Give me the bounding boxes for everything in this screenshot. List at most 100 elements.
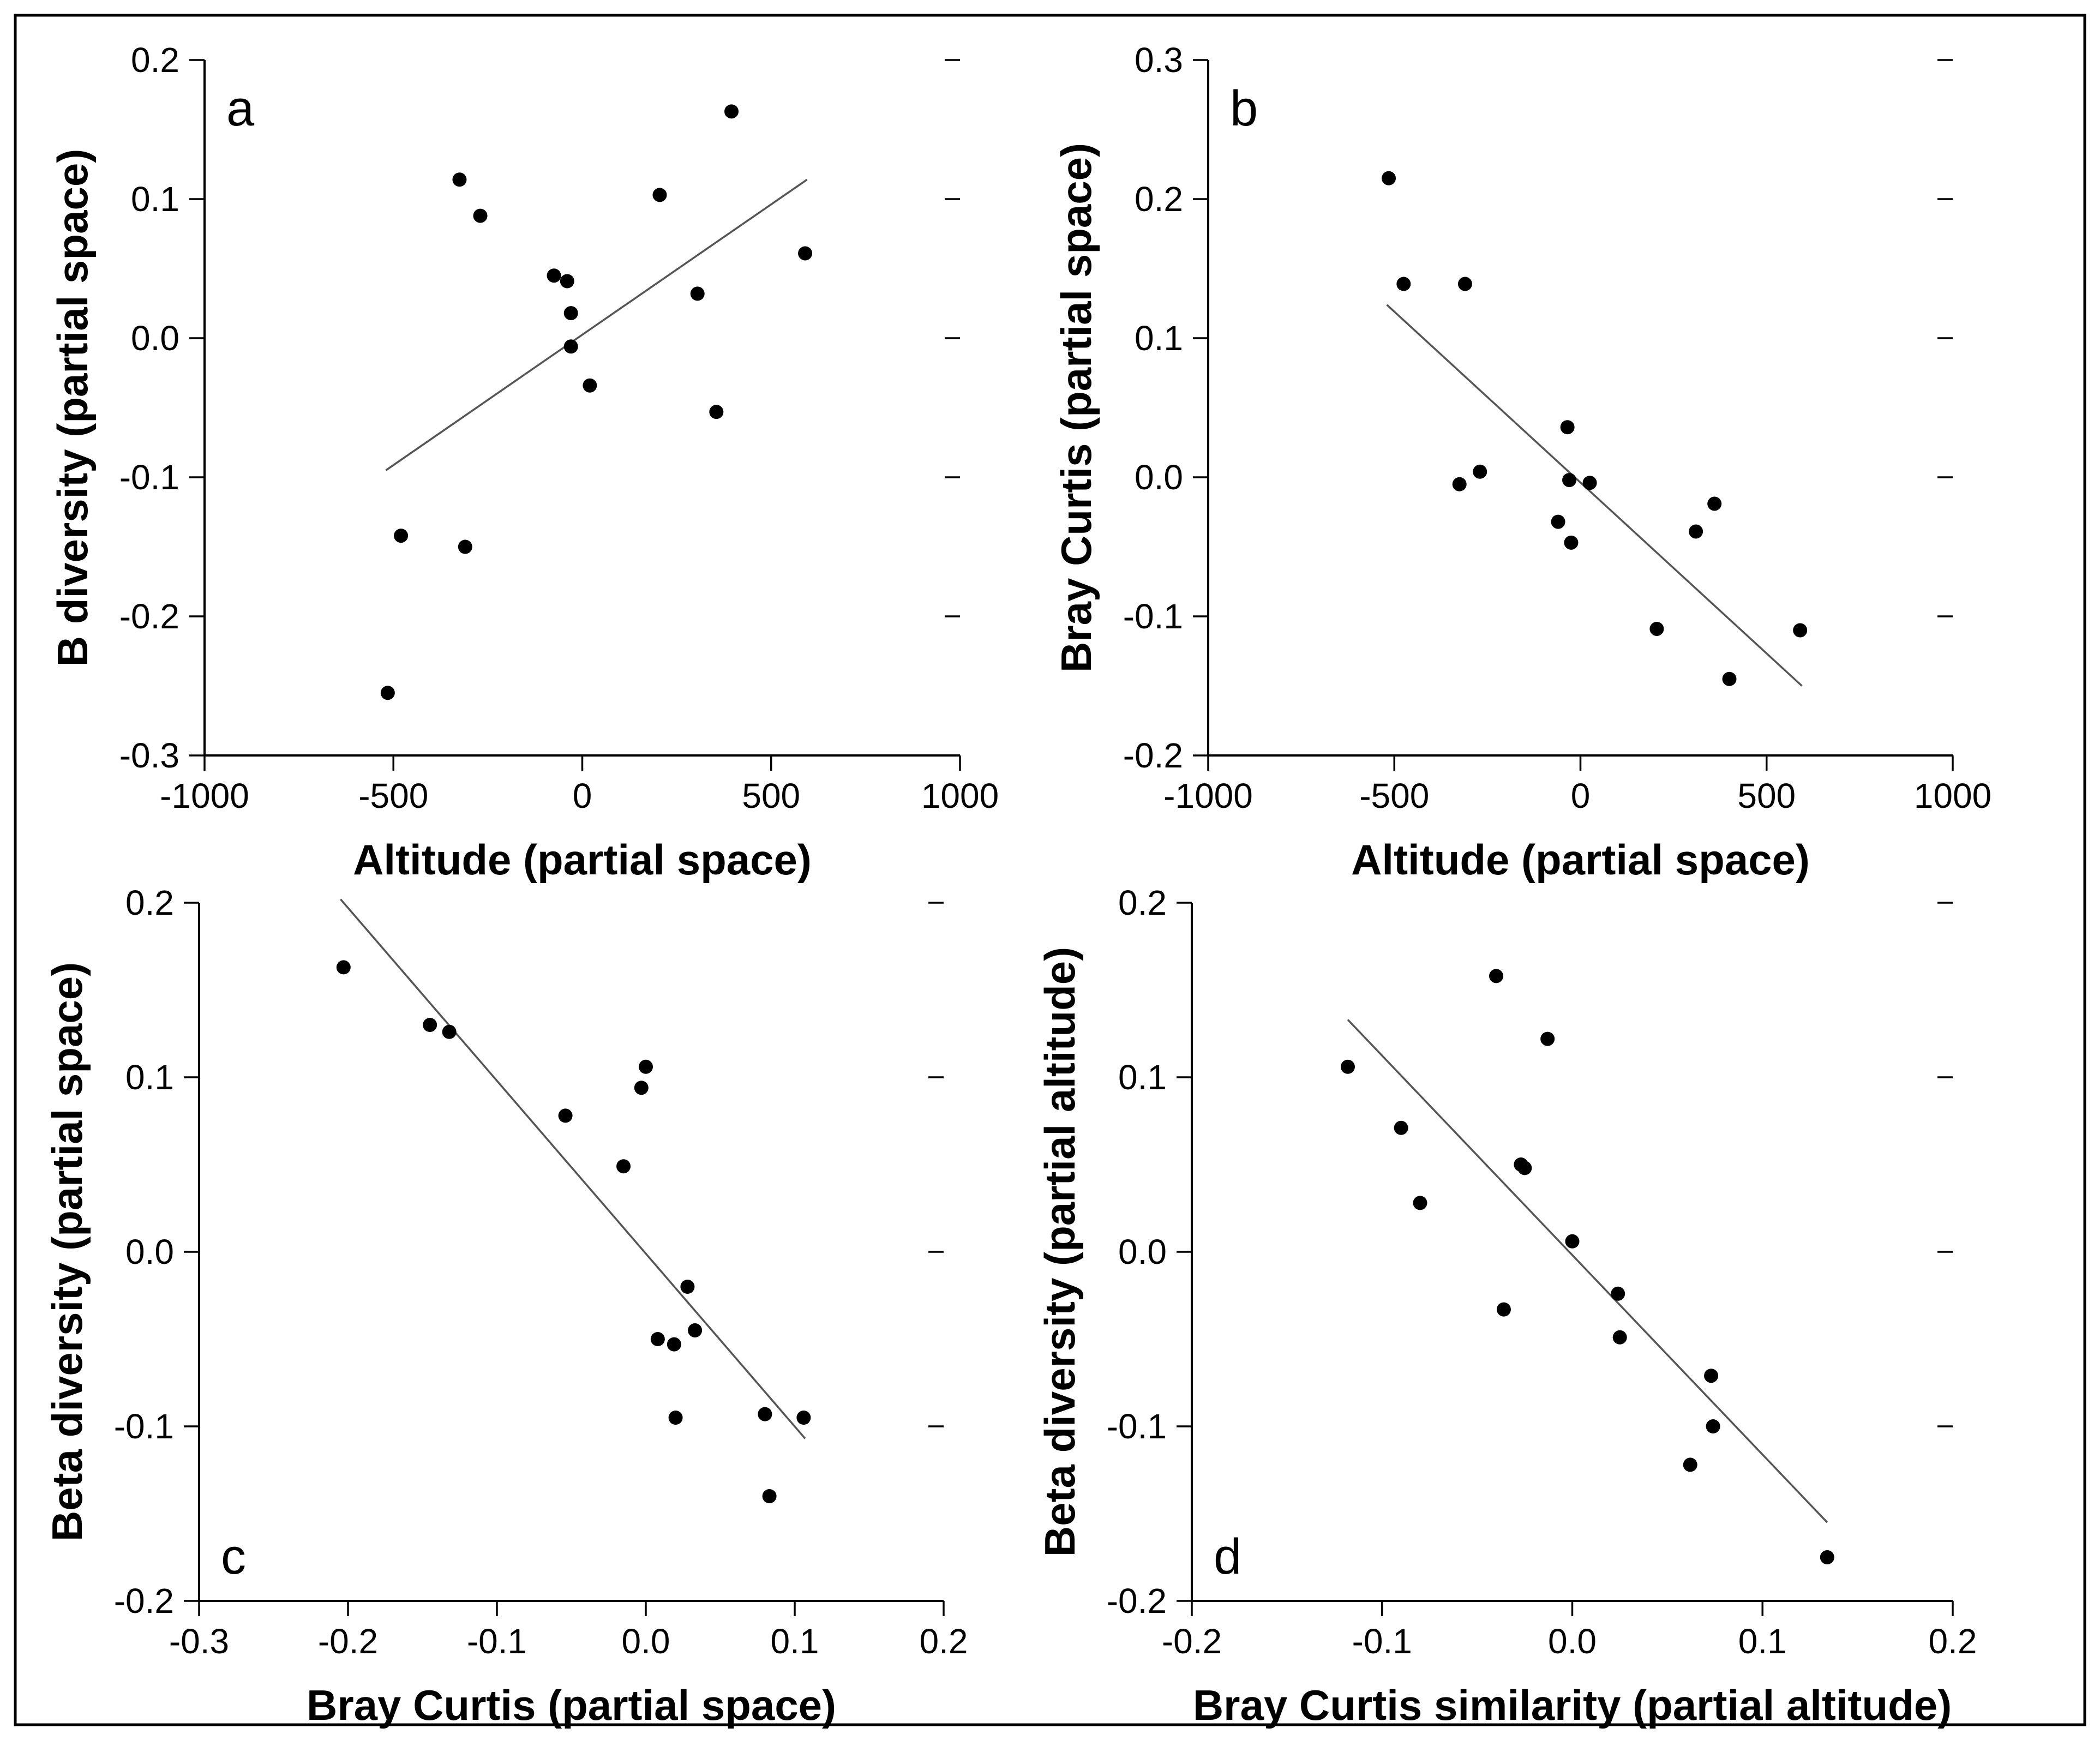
panel-d: -0.2 -0.1 0.0 0.1 0.2 -0.2 -0.1 0.0 0.1 0.2 d Bray …: [1036, 883, 1977, 1729]
panel-b: -0.2 -0.1 0.0 0.1 0.2 0.3 -1000 -500 0 500 1000 b Al…: [1052, 40, 1991, 884]
y-tick-label: -0.2: [114, 1581, 174, 1621]
panel-letter: a: [226, 81, 255, 136]
x-tick-label: 0.1: [1738, 1622, 1787, 1661]
x-tick-label: 0.0: [1548, 1622, 1597, 1661]
x-tick-label: 500: [742, 776, 800, 815]
data-point: [558, 1108, 573, 1123]
data-point: [560, 274, 574, 289]
data-point: [563, 306, 578, 321]
y-tick-label: 0.2: [1135, 179, 1183, 219]
data-point: [583, 378, 597, 393]
x-tick-label: 0.2: [920, 1622, 968, 1661]
data-point: [380, 686, 395, 700]
data-point: [1565, 1234, 1580, 1249]
data-point: [1452, 477, 1467, 491]
data-point: [668, 1411, 683, 1425]
y-axis-title: Beta diversity (partial altitude): [1036, 947, 1084, 1557]
y-tick-label: 0.1: [125, 1058, 174, 1097]
data-point: [1793, 623, 1808, 638]
data-point: [639, 1059, 653, 1074]
data-point: [336, 960, 351, 975]
data-point: [1496, 1302, 1511, 1317]
data-point: [634, 1081, 649, 1095]
x-tick-label: -0.3: [169, 1622, 229, 1661]
data-point: [1413, 1196, 1427, 1210]
regression-line: [385, 178, 808, 471]
x-tick-label: -1000: [1163, 776, 1253, 815]
y-tick-label: 0.0: [131, 319, 179, 358]
x-tick-label: -500: [1359, 776, 1429, 815]
y-tick-label: -0.2: [119, 597, 179, 636]
data-point: [1564, 535, 1579, 550]
data-point: [1683, 1457, 1697, 1472]
data-point: [652, 188, 667, 202]
data-point: [762, 1489, 777, 1503]
x-tick-label: -0.1: [1352, 1622, 1412, 1661]
x-axis-title: Bray Curtis similarity (partial altitude…: [1193, 1681, 1952, 1729]
data-point: [690, 286, 705, 301]
x-tick-label: 1000: [921, 776, 999, 815]
data-point: [1611, 1286, 1625, 1301]
data-point: [796, 1411, 811, 1425]
data-point: [1473, 464, 1487, 479]
data-point: [1340, 1059, 1355, 1074]
data-point: [547, 268, 561, 283]
y-tick-label: 0.1: [1118, 1058, 1167, 1097]
figure-border: [14, 14, 2086, 1726]
data-point: [1489, 969, 1503, 983]
data-point: [724, 104, 739, 119]
y-axis-title: Beta diversity (partial space): [43, 962, 91, 1541]
data-point: [458, 539, 472, 554]
y-tick-label: -0.3: [119, 736, 179, 775]
panel-letter: b: [1230, 81, 1258, 136]
regression-line: [1386, 304, 1803, 687]
y-tick-label: 0.1: [1135, 319, 1183, 358]
x-tick-label: -0.2: [318, 1622, 378, 1661]
y-tick-label: 0.2: [1118, 883, 1167, 922]
data-point: [1396, 277, 1411, 291]
data-point: [1820, 1550, 1834, 1564]
y-tick-label: -0.1: [114, 1407, 174, 1446]
data-point: [452, 172, 467, 187]
data-point: [667, 1337, 681, 1352]
data-point: [563, 339, 578, 354]
y-tick-label: 0.3: [1135, 40, 1183, 80]
x-tick-label: 0.0: [622, 1622, 670, 1661]
x-tick-label: -0.2: [1162, 1622, 1222, 1661]
y-tick-label: -0.1: [1107, 1407, 1167, 1446]
data-point: [1551, 514, 1565, 529]
x-tick-label: -1000: [160, 776, 249, 815]
data-point: [423, 1018, 437, 1032]
data-point: [616, 1159, 631, 1174]
x-axis-title: Altitude (partial space): [1351, 836, 1810, 884]
data-point: [1722, 671, 1737, 686]
y-tick-label: -0.1: [1123, 597, 1183, 636]
data-point: [1382, 171, 1396, 185]
data-point: [758, 1407, 772, 1421]
y-tick-label: 0.0: [125, 1232, 174, 1271]
data-point: [1649, 621, 1664, 636]
y-axis-title: Bray Curtis (partial space): [1052, 143, 1100, 673]
data-point: [1560, 420, 1575, 435]
x-tick-label: -0.1: [467, 1622, 527, 1661]
data-point: [1582, 476, 1597, 490]
panel-letter: d: [1214, 1529, 1241, 1585]
data-point: [1457, 277, 1472, 291]
data-point: [1612, 1330, 1627, 1345]
y-tick-label: 0.2: [125, 883, 174, 922]
data-point: [1689, 524, 1703, 539]
data-point: [1394, 1120, 1408, 1135]
y-tick-label: 0.0: [1118, 1232, 1167, 1271]
panel-letter: c: [221, 1529, 246, 1585]
y-tick-label: -0.1: [119, 458, 179, 497]
data-point: [1704, 1369, 1719, 1383]
y-tick-label: -0.2: [1123, 736, 1183, 775]
x-tick-label: 0: [573, 776, 592, 815]
panel-a: -0.3 -0.2 -0.1 0.0 0.1 0.2 -1000 -500 0 500 1000 a A…: [49, 40, 999, 884]
data-point: [709, 405, 724, 419]
data-point: [1706, 1419, 1720, 1433]
panel-c: -0.2-0.10.00.10.2-0.3 -0.2 -0.1 0.0 0.1 0.2cB…: [43, 883, 968, 1729]
y-tick-label: 0.1: [131, 179, 179, 219]
y-tick-label: 0.2: [131, 40, 179, 80]
